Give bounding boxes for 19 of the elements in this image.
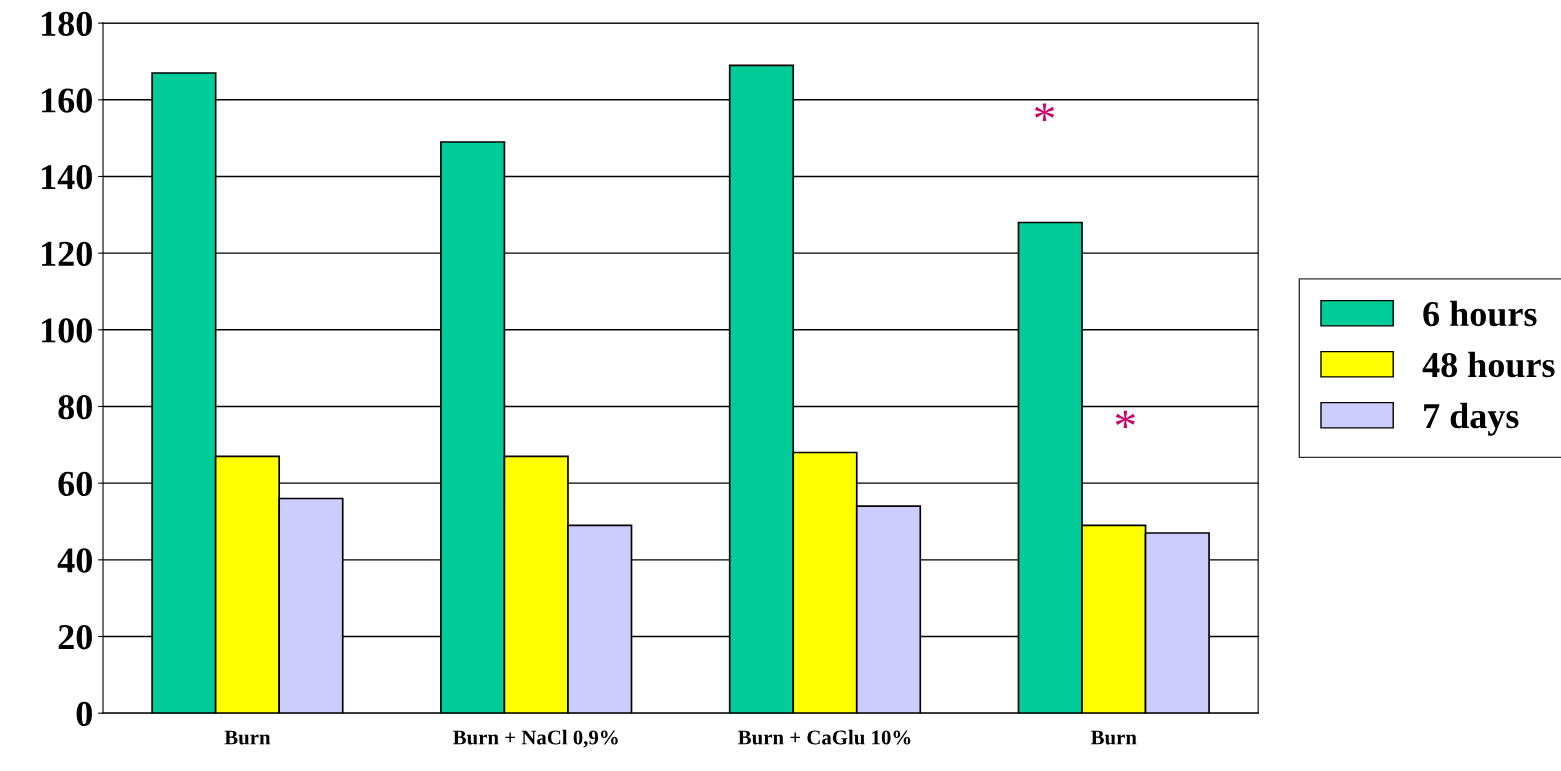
annotation: * — [1034, 103, 1055, 121]
x-tick-label: Burn — [224, 730, 271, 745]
x-tick-label: Burn + CaGlu 10% — [738, 729, 911, 745]
y-tick-label: 20 — [58, 625, 92, 650]
legend-label: 48 hours — [1422, 351, 1555, 378]
y-tick-label: 100 — [42, 318, 92, 343]
x-tick-label: Burn — [1090, 730, 1137, 745]
y-tick-label: 160 — [42, 88, 92, 113]
y-tick-label: 180 — [42, 11, 92, 37]
x-tick-label: Burn + NaCl 0,9% — [453, 729, 618, 748]
y-tick-label: 0 — [76, 701, 92, 727]
legend-label: 6 hours — [1423, 300, 1537, 327]
annotation: * — [1115, 410, 1135, 429]
legend-label: 7 days — [1424, 402, 1519, 436]
y-tick-label: 60 — [58, 471, 92, 497]
y-tick-label: 140 — [42, 164, 92, 190]
y-tick-label: 120 — [42, 241, 92, 267]
y-tick-label: 40 — [57, 548, 92, 573]
y-tick-label: 80 — [58, 395, 92, 420]
